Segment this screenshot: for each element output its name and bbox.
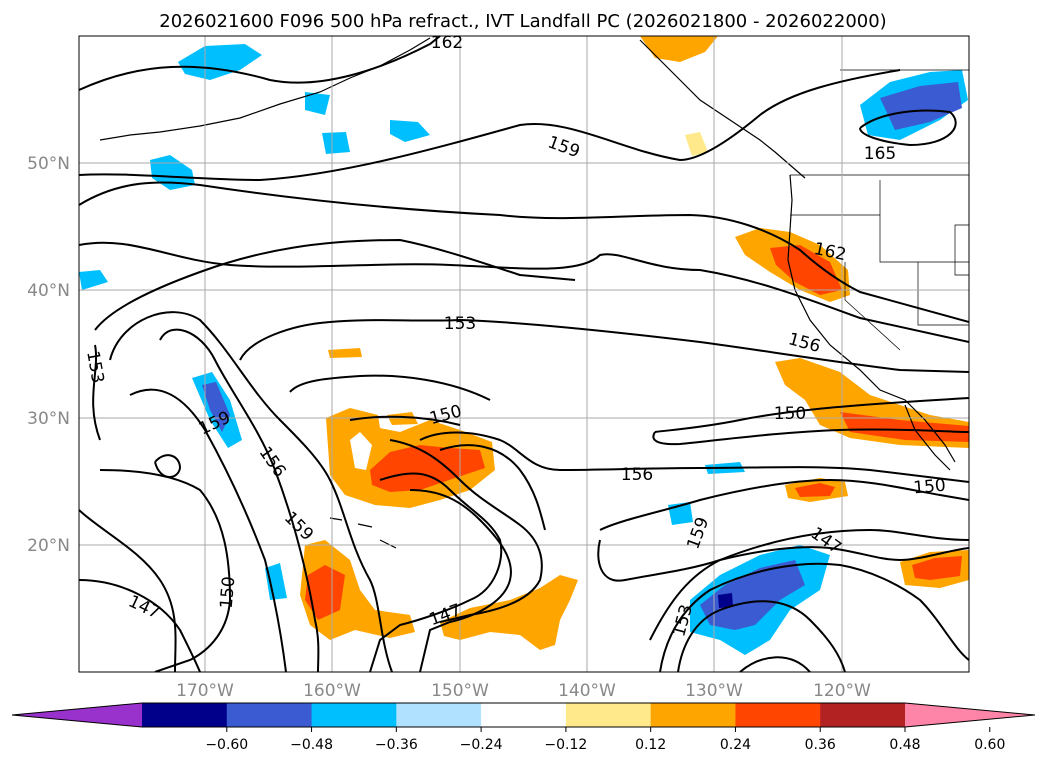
colorbar-segment [226, 703, 313, 727]
lon-label: 130°W [685, 681, 743, 701]
lon-label: 120°W [813, 681, 871, 701]
colorbar-tick-label: 0.48 [889, 737, 920, 753]
colorbar-extend-low [12, 703, 142, 727]
colorbar-segment [565, 703, 652, 727]
colorbar-segment [820, 703, 906, 727]
longitude-labels: 170°W 160°W 150°W 140°W 130°W 120°W [176, 681, 871, 701]
lat-label: 20°N [27, 536, 70, 556]
colorbar-segment [481, 703, 567, 727]
latitude-labels: 50°N 40°N 30°N 20°N [27, 154, 70, 556]
lon-label: 160°W [303, 681, 361, 701]
colorbar-extend-high [905, 703, 1035, 727]
colorbar-outline [11, 702, 1036, 728]
lon-label: 150°W [431, 681, 489, 701]
contour-label: 150 [913, 476, 947, 499]
contour-label: 165 [864, 144, 896, 164]
lon-label: 140°W [558, 681, 616, 701]
coastlines [99, 37, 956, 549]
colorbar-segment [396, 703, 482, 727]
colorbar-tick-label: −0.60 [205, 737, 248, 753]
colorbar-tick-label: 0.36 [805, 737, 836, 753]
figure-title: 2026021600 F096 500 hPa refract., IVT La… [159, 11, 886, 32]
colorbar-tick-label: −0.12 [544, 737, 587, 753]
map-area: 162 159 165 162 153 156 153 159 150 150 … [79, 33, 969, 672]
colorbar: −0.60 −0.48 −0.36 −0.24 −0.12 0.12 0.24 0.36 0.4… [11, 702, 1036, 753]
colorbar-tick-label: 0.24 [720, 737, 751, 753]
colorbar-tick-label: −0.36 [375, 737, 418, 753]
colorbar-tick-label: −0.24 [460, 737, 503, 753]
contour-label: 156 [621, 465, 653, 485]
colorbar-segment [311, 703, 397, 727]
colorbar-segment [735, 703, 821, 727]
contour-label: 162 [431, 33, 463, 53]
colorbar-tick-label: 0.12 [635, 737, 666, 753]
contour-label: 150 [217, 576, 240, 610]
contour-label: 153 [444, 314, 476, 334]
state-borders [790, 69, 969, 351]
contour-label: 150 [774, 404, 806, 424]
colorbar-tick-label: −0.48 [290, 737, 333, 753]
colorbar-segment [142, 703, 228, 727]
lat-label: 30°N [27, 409, 70, 429]
map-frame [78, 35, 970, 673]
refractivity-contours [79, 36, 969, 672]
colorbar-segment [650, 703, 736, 727]
lat-label: 40°N [27, 281, 70, 301]
lat-label: 50°N [27, 154, 70, 174]
colorbar-tick-label: 0.60 [974, 737, 1005, 753]
lon-label: 170°W [176, 681, 234, 701]
